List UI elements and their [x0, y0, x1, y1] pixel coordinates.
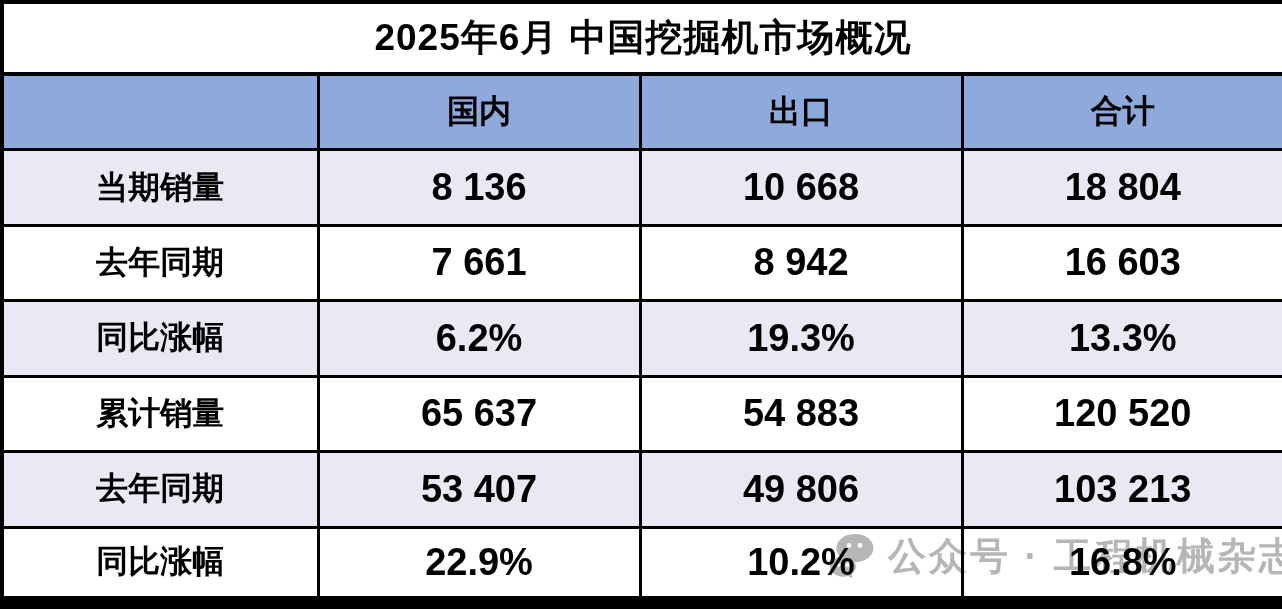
value-cell: 53 407 [318, 452, 640, 527]
value-cell: 8 136 [318, 150, 640, 225]
value-cell: 54 883 [640, 376, 962, 451]
table-row: 去年同期 7 661 8 942 16 603 [2, 225, 1282, 300]
col-header-export: 出口 [640, 74, 962, 149]
value-cell: 65 637 [318, 376, 640, 451]
value-cell: 19.3% [640, 301, 962, 376]
excavator-market-table: 2025年6月 中国挖掘机市场概况 国内 出口 合计 当期销量 8 136 10… [0, 0, 1282, 609]
value-cell: 10.2% [640, 527, 962, 603]
value-cell: 120 520 [962, 376, 1282, 451]
col-header-domestic: 国内 [318, 74, 640, 149]
value-cell: 49 806 [640, 452, 962, 527]
value-cell: 22.9% [318, 527, 640, 603]
table-row: 同比涨幅 22.9% 10.2% 16.8% [2, 527, 1282, 603]
table-row: 去年同期 53 407 49 806 103 213 [2, 452, 1282, 527]
table-row: 当期销量 8 136 10 668 18 804 [2, 150, 1282, 225]
row-label: 累计销量 [2, 376, 318, 451]
table-title: 2025年6月 中国挖掘机市场概况 [2, 2, 1282, 74]
market-overview-graphic: 2025年6月 中国挖掘机市场概况 国内 出口 合计 当期销量 8 136 10… [0, 0, 1282, 609]
title-row: 2025年6月 中国挖掘机市场概况 [2, 2, 1282, 74]
value-cell: 8 942 [640, 225, 962, 300]
row-label: 当期销量 [2, 150, 318, 225]
value-cell: 13.3% [962, 301, 1282, 376]
row-label: 去年同期 [2, 225, 318, 300]
row-label: 去年同期 [2, 452, 318, 527]
value-cell: 6.2% [318, 301, 640, 376]
value-cell: 10 668 [640, 150, 962, 225]
header-row: 国内 出口 合计 [2, 74, 1282, 149]
value-cell: 103 213 [962, 452, 1282, 527]
value-cell: 18 804 [962, 150, 1282, 225]
row-label: 同比涨幅 [2, 527, 318, 603]
table-row: 同比涨幅 6.2% 19.3% 13.3% [2, 301, 1282, 376]
table-row: 累计销量 65 637 54 883 120 520 [2, 376, 1282, 451]
value-cell: 16.8% [962, 527, 1282, 603]
value-cell: 16 603 [962, 225, 1282, 300]
col-header-blank [2, 74, 318, 149]
row-label: 同比涨幅 [2, 301, 318, 376]
value-cell: 7 661 [318, 225, 640, 300]
col-header-total: 合计 [962, 74, 1282, 149]
